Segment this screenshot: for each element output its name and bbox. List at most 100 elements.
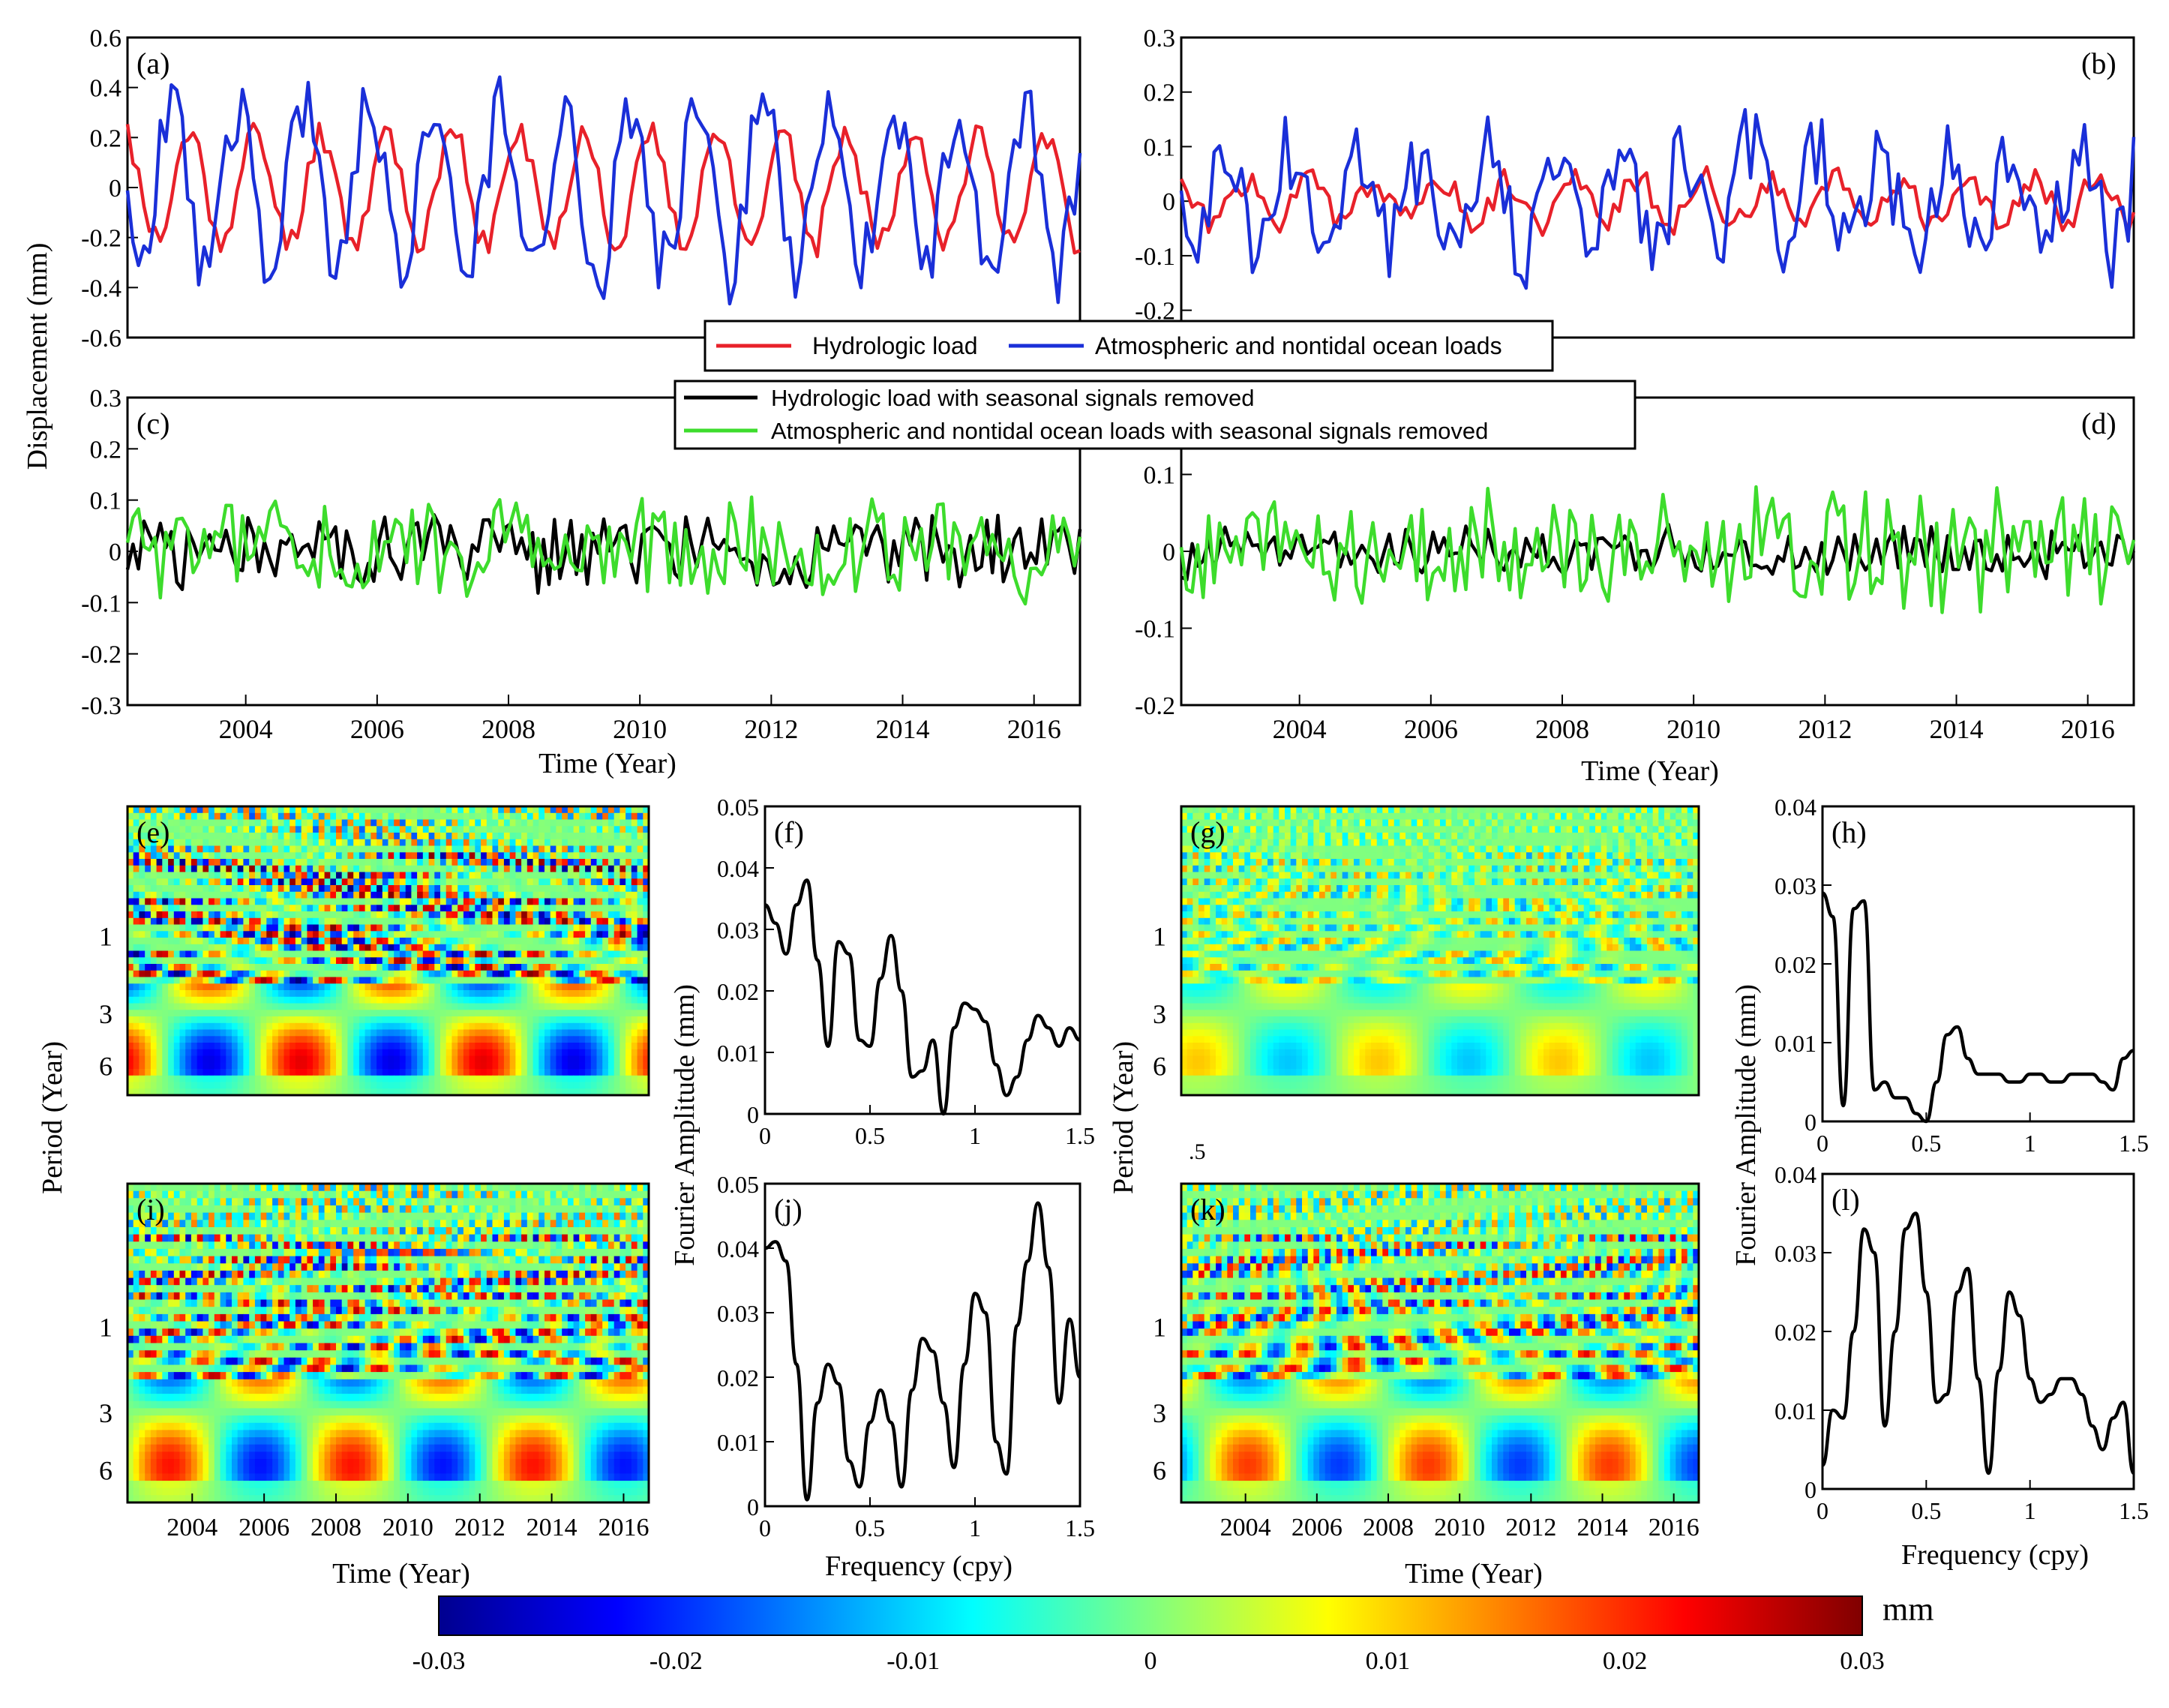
heatmap-cell <box>1583 812 1590 821</box>
heatmap-cell <box>498 826 505 833</box>
heatmap-cell <box>475 905 482 912</box>
heatmap-cell <box>417 1055 424 1063</box>
heatmap-cell <box>567 865 574 873</box>
heatmap-cell <box>481 1049 488 1057</box>
heatmap-cell <box>1578 833 1585 840</box>
heatmap-cell <box>358 839 366 847</box>
heatmap-cell <box>139 1049 146 1057</box>
heatmap-cell <box>301 826 308 833</box>
heatmap-cell <box>313 1003 320 1010</box>
heatmap-cell <box>498 1062 505 1070</box>
heatmap-cell <box>608 819 615 827</box>
heatmap-cell <box>573 1062 580 1070</box>
heatmap-cell <box>405 839 412 847</box>
heatmap-cell <box>1388 806 1395 814</box>
heatmap-cell <box>1233 819 1240 827</box>
heatmap-cell <box>1492 812 1498 821</box>
heatmap-cell <box>185 970 192 978</box>
heatmap-cell <box>1480 826 1486 833</box>
heatmap-cell <box>243 859 250 866</box>
heatmap-cell <box>226 1055 232 1063</box>
heatmap-cell <box>168 1062 175 1070</box>
heatmap-cell <box>417 898 424 905</box>
panel-label-l: (l) <box>1832 1183 1860 1217</box>
heatmap-cell <box>1279 845 1286 853</box>
heatmap-cell <box>1238 859 1245 866</box>
heatmap-cell <box>469 1075 476 1083</box>
heatmap-cell <box>411 898 418 905</box>
xtick-label-c: 2012 <box>744 714 798 744</box>
heatmap-cell <box>1192 806 1199 814</box>
heatmap-cell <box>417 1043 424 1050</box>
heatmap-cell <box>324 977 331 984</box>
heatmap-cell <box>1514 859 1521 866</box>
heatmap-cell <box>498 865 505 873</box>
heatmap-cell <box>394 898 400 905</box>
heatmap-cell <box>573 1082 580 1089</box>
heatmap-cell <box>1595 806 1602 814</box>
heatmap-cell <box>556 977 562 984</box>
heatmap-cell <box>260 983 267 991</box>
heatmap-cell <box>614 1049 620 1057</box>
heatmap-cell <box>353 990 360 998</box>
heatmap-cell <box>376 885 383 893</box>
heatmap-cell <box>284 819 290 827</box>
heatmap-cell <box>232 983 238 991</box>
heatmap-cell <box>434 1016 441 1024</box>
heatmap-cell <box>573 950 580 958</box>
heatmap-cell <box>156 1069 163 1076</box>
heatmap-cell <box>573 983 580 991</box>
heatmap-cell <box>162 957 169 965</box>
heatmap-cell <box>1406 833 1412 840</box>
heatmap-cell <box>1555 819 1562 827</box>
heatmap-cell <box>220 872 226 879</box>
heatmap-cell <box>185 905 192 912</box>
heatmap-cell <box>1647 806 1654 814</box>
heatmap-cell <box>295 950 302 958</box>
heatmap-cell <box>196 957 203 965</box>
heatmap-cell <box>452 944 458 952</box>
heatmap-cell <box>179 872 186 879</box>
heatmap-cell <box>347 872 354 879</box>
heatmap-cell <box>562 826 568 833</box>
heatmap-cell <box>399 865 406 873</box>
heatmap-cell <box>168 833 175 840</box>
heatmap-cell <box>185 1003 192 1010</box>
heatmap-cell <box>353 931 360 938</box>
heatmap-cell <box>139 845 146 853</box>
ylabel-period-right: Period (Year) <box>1108 1041 1139 1194</box>
heatmap-cell <box>486 1036 494 1043</box>
heatmap-cell <box>422 1075 430 1083</box>
heatmap-cell <box>278 891 285 899</box>
heatmap-cell <box>556 1022 562 1031</box>
heatmap-cell <box>272 1010 279 1017</box>
heatmap-cell <box>301 911 308 919</box>
heatmap-cell <box>1342 806 1348 814</box>
heatmap-cell <box>1371 852 1378 860</box>
heatmap-cell <box>556 957 562 965</box>
heatmap-cell <box>1600 826 1607 833</box>
heatmap-cell <box>434 957 441 965</box>
heatmap-cell <box>364 964 371 971</box>
heatmap-cell <box>1474 812 1481 821</box>
heatmap-cell <box>1388 833 1395 840</box>
heatmap-cell <box>1400 833 1406 840</box>
heatmap-cell <box>173 957 181 965</box>
heatmap-cell <box>1204 859 1210 866</box>
heatmap-cell <box>440 983 447 991</box>
heatmap-cell <box>1555 845 1562 853</box>
heatmap-cell <box>168 931 175 938</box>
heatmap-cell <box>394 1082 400 1089</box>
heatmap-cell <box>637 878 644 886</box>
heatmap-cell <box>405 1022 412 1031</box>
heatmap-cell <box>370 990 377 998</box>
heatmap-cell <box>399 957 406 965</box>
heatmap-cell <box>1693 859 1700 866</box>
heatmap-cell <box>278 970 285 978</box>
heatmap-cell <box>1624 839 1630 847</box>
heatmap-cell <box>532 1062 539 1070</box>
heatmap-cell <box>434 872 441 879</box>
heatmap-cell <box>214 812 221 821</box>
heatmap-cell <box>1520 852 1527 860</box>
heatmap-cell <box>313 806 320 814</box>
